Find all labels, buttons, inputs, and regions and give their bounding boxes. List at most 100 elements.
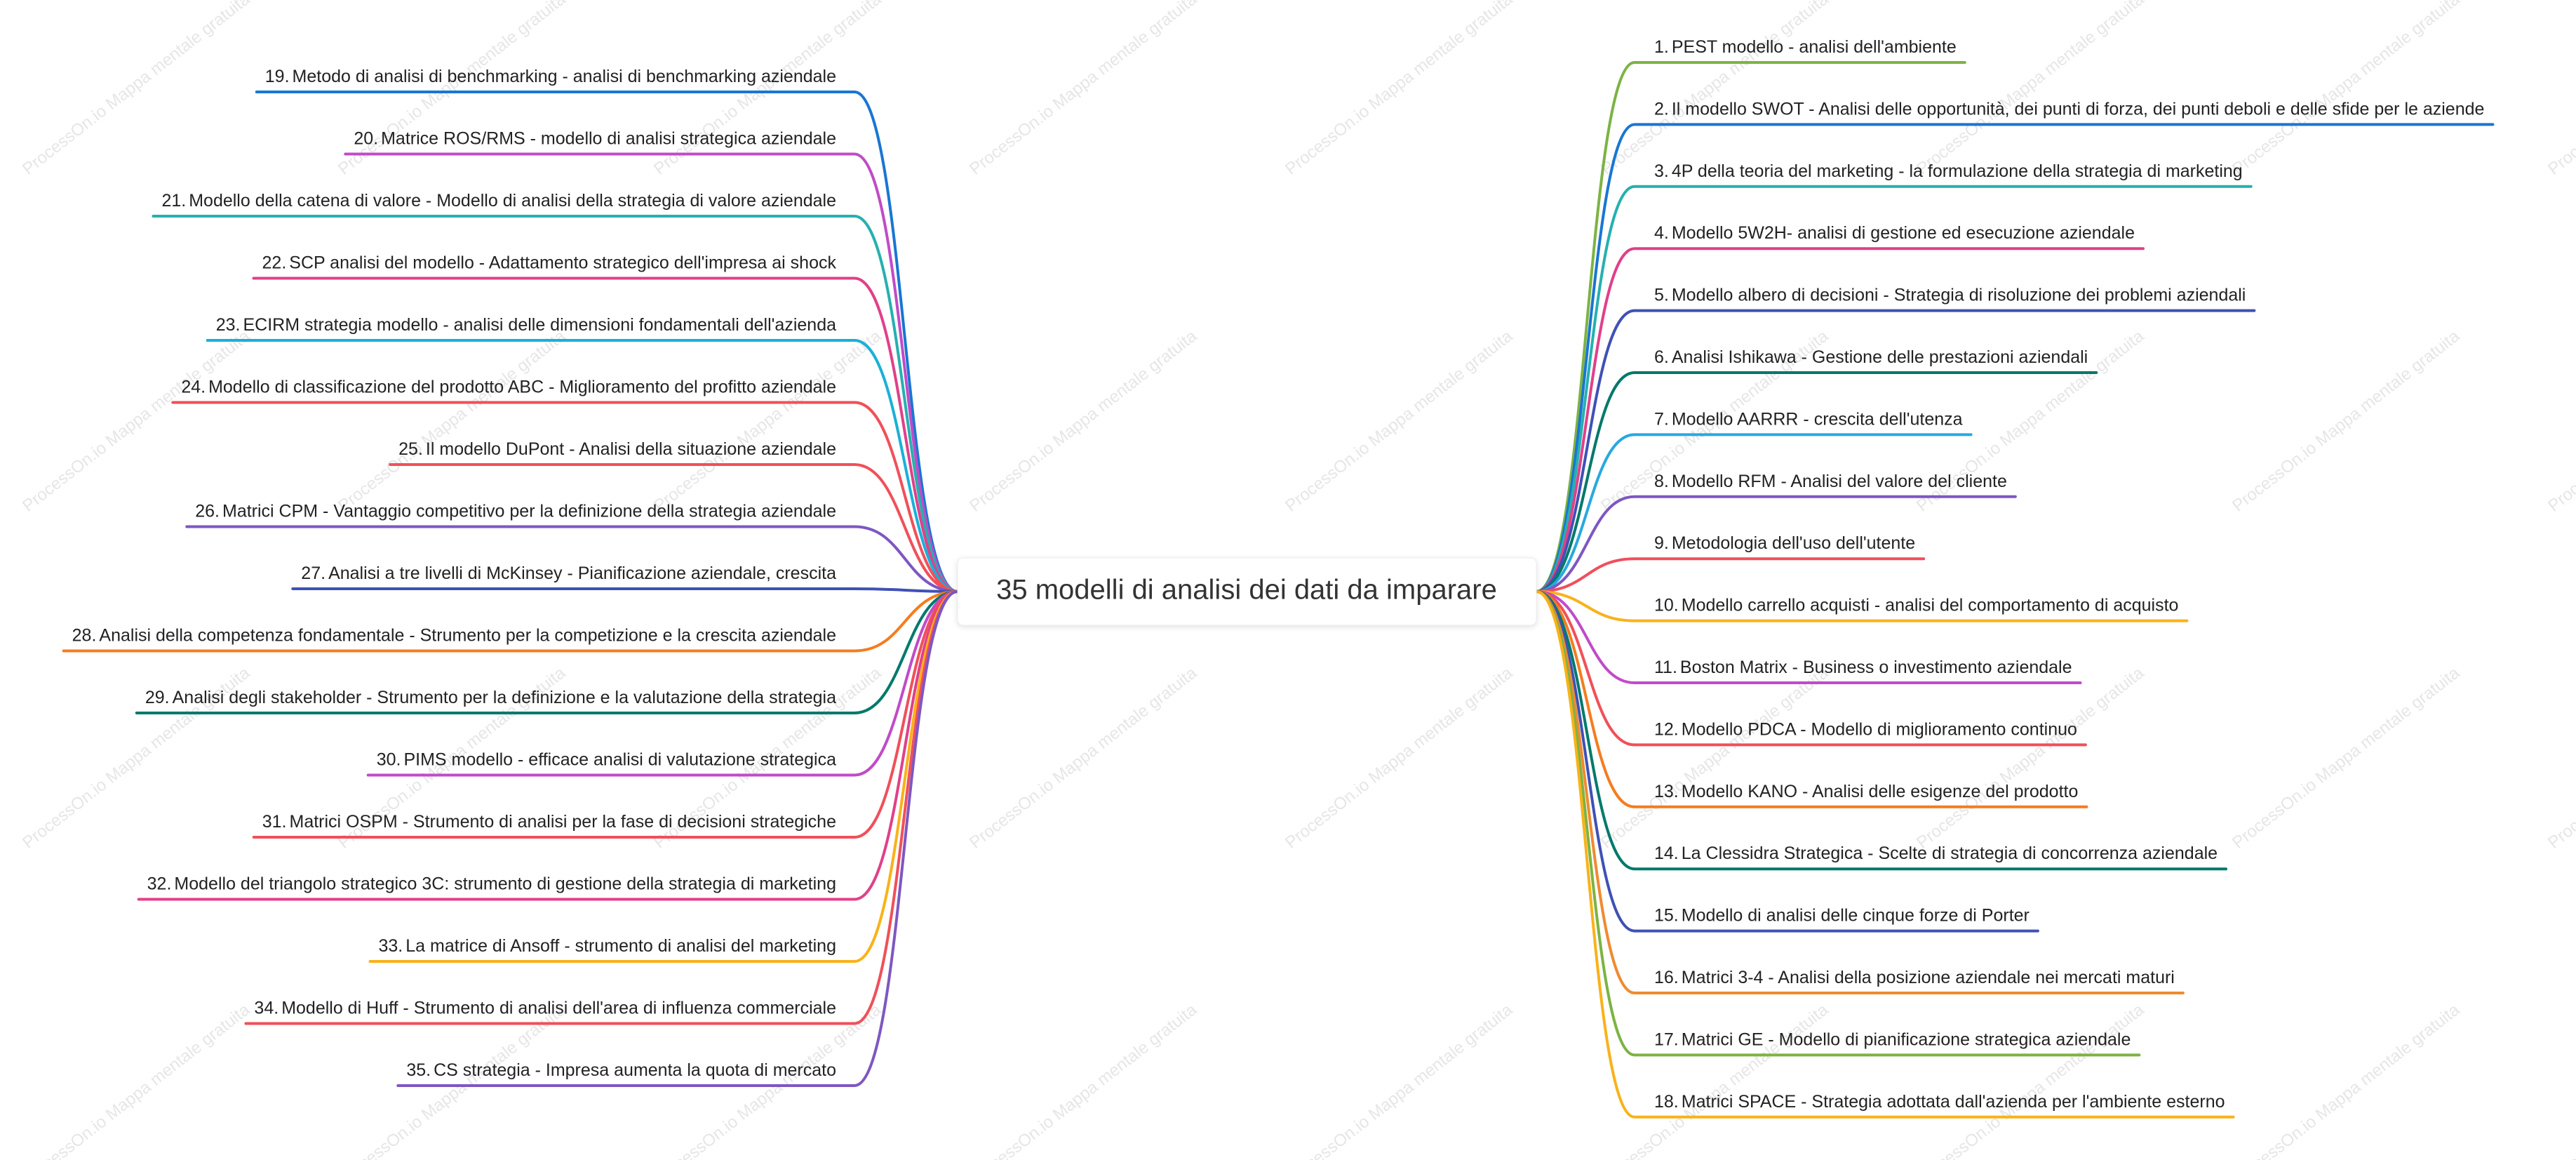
node-text: Matrici OSPM - Strumento di analisi per … [290,812,837,832]
link [1535,590,2088,808]
link [389,463,959,593]
watermark: ProcessOn.io Mappa mentale gratuita [2544,0,2576,179]
link [1535,590,2039,933]
watermark: ProcessOn.io Mappa mentale gratuita [2229,663,2464,853]
node-number: 24. [181,377,206,396]
node-number: 19. [265,67,290,86]
node-number: 8. [1654,471,1669,491]
node-label: 5. Modello albero di decisioni - Strategi… [1654,285,2246,305]
link [1535,495,2017,593]
watermark: ProcessOn.io Mappa mentale gratuita [2544,1000,2576,1160]
node-label: 6. Analisi Ishikawa - Gestione delle pres… [1654,347,2088,367]
node-text: Modello di analisi delle cinque forze di… [1682,905,2030,925]
node-label: 23. ECIRM strategia modello - analisi del… [216,315,836,335]
node-text: Analisi degli stakeholder - Strumento pe… [173,688,836,707]
node-label: 20. Matrice ROS/RMS - modello di analisi … [354,128,836,148]
node-text: 4P della teoria del marketing - la formu… [1672,161,2243,180]
node-text: Matrici GE - Modello di pianificazione s… [1682,1029,2131,1049]
watermark: ProcessOn.io Mappa mentale gratuita [966,326,1201,516]
node-text: Modello KANO - Analisi delle esigenze de… [1682,781,2079,801]
node-number: 21. [161,191,186,211]
link [1535,590,2082,684]
node-number: 12. [1654,719,1679,739]
links [62,61,2495,1119]
watermark: ProcessOn.io Mappa mentale gratuita [1597,0,1832,179]
node-label: 18. Matrici SPACE - Strategia adottata da… [1654,1091,2225,1111]
node-label: 9. Metodologia dell'uso dell'utente [1654,533,1915,553]
link [185,525,959,593]
node-label: 22. SCP analisi del modello - Adattamento… [262,253,837,272]
link [1535,590,2189,622]
node-text: Boston Matrix - Business o investimento … [1680,658,2072,677]
link [252,276,959,593]
node-number: 9. [1654,533,1669,553]
node-text: La Clessidra Strategica - Scelte di stra… [1682,844,2218,863]
center-title: 35 modelli di analisi dei dati da impara… [996,575,1497,606]
node-text: SCP analisi del modello - Adattamento st… [289,253,836,272]
watermark: ProcessOn.io Mappa mentale gratuita [1282,663,1517,853]
node-number: 1. [1654,37,1669,57]
node-number: 18. [1654,1091,1679,1111]
link [1535,247,2145,593]
node-label: 30. PIMS modello - efficace analisi di va… [377,749,836,769]
node-number: 26. [195,501,220,521]
node-text: Modello del triangolo strategico 3C: str… [174,874,836,893]
node-text: Il modello DuPont - Analisi della situaz… [426,439,836,459]
node-number: 20. [354,128,378,148]
node-text: Modello AARRR - crescita dell'utenza [1672,409,1963,429]
node-label: 32. Modello del triangolo strategico 3C: … [147,874,836,893]
link [171,401,959,593]
link [1535,433,1973,593]
node-text: Modello albero di decisioni - Strategia … [1672,285,2246,305]
link [396,590,959,1087]
node-number: 14. [1654,844,1679,863]
watermark: ProcessOn.io Mappa mentale gratuita [966,0,1201,179]
node-number: 3. [1654,161,1669,180]
node-number: 2. [1654,99,1669,119]
node-label: 34. Modello di Huff - Strumento di analis… [254,998,836,1018]
node-text: Modello di classificazione del prodotto … [208,377,836,396]
node-label: 13. Modello KANO - Analisi delle esigenze… [1654,781,2078,801]
node-text: Metodologia dell'uso dell'utente [1672,533,1915,553]
watermark: ProcessOn.io Mappa mentale gratuita [2544,663,2576,853]
node-text: Analisi a tre livelli di McKinsey - Pian… [328,564,836,583]
watermark: ProcessOn.io Mappa mentale gratuita [1913,1000,2148,1160]
node-number: 32. [147,874,172,893]
node-text: Modello PDCA - Modello di miglioramento … [1682,719,2077,739]
node-number: 23. [216,315,241,335]
node-label: 14. La Clessidra Strategica - Scelte di s… [1654,844,2218,863]
watermark: ProcessOn.io Mappa mentale gratuita [650,0,885,179]
watermark: ProcessOn.io Mappa mentale gratuita [2229,326,2464,516]
node-text: Matrici SPACE - Strategia adottata dall'… [1682,1091,2225,1111]
node-label: 19. Metodo di analisi di benchmarking - a… [265,67,836,86]
watermark: ProcessOn.io Mappa mentale gratuita [966,1000,1201,1160]
node-label: 8. Modello RFM - Analisi del valore del c… [1654,471,2007,491]
link [152,215,959,593]
watermark: ProcessOn.io Mappa mentale gratuita [19,326,254,516]
node-number: 11. [1654,658,1677,677]
node-label: 16. Matrici 3-4 - Analisi della posizione… [1654,968,2175,987]
node-text: PEST modello - analisi dell'ambiente [1672,37,1957,57]
watermark: ProcessOn.io Mappa mentale gratuita [335,326,570,516]
node-label: 35. CS strategia - Impresa aumenta la quo… [406,1060,836,1080]
link [62,590,959,653]
node-number: 34. [254,998,279,1018]
node-label: 4. Modello 5W2H- analisi di gestione ed e… [1654,223,2135,243]
watermark: ProcessOn.io Mappa mentale gratuita [650,326,885,516]
link [1535,371,2098,593]
link [135,590,959,714]
node-number: 5. [1654,285,1669,305]
node-number: 30. [377,749,401,769]
node-label: 15. Modello di analisi delle cinque forze… [1654,905,2030,925]
watermark: ProcessOn.io Mappa mentale gratuita [966,663,1201,853]
node-number: 35. [406,1060,431,1080]
node-text: Matrici CPM - Vantaggio competitivo per … [222,501,836,521]
node-text: Modello 5W2H- analisi di gestione ed ese… [1672,223,2135,243]
node-label: 17. Matrici GE - Modello di pianificazion… [1654,1029,2131,1049]
node-text: ECIRM strategia modello - analisi delle … [243,315,837,335]
node-label: 26. Matrici CPM - Vantaggio competitivo p… [195,501,836,521]
node-text: Il modello SWOT - Analisi delle opportun… [1672,99,2485,119]
node-label: 1. PEST modello - analisi dell'ambiente [1654,37,1957,57]
watermark: ProcessOn.io Mappa mentale gratuita [1597,663,1832,853]
